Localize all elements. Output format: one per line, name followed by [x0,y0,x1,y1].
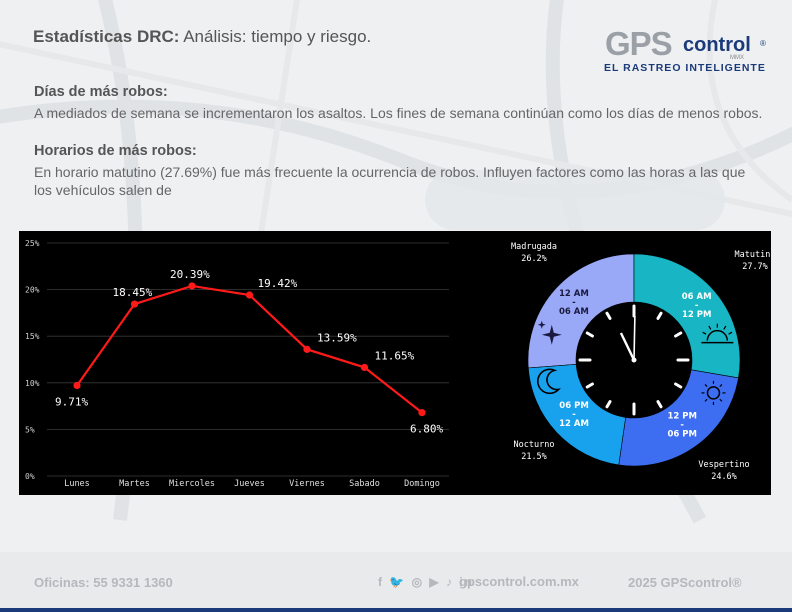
time-range-label: - [572,298,576,308]
x-tick-label: Viernes [289,479,325,489]
sun-ray [704,383,708,387]
data-label: 11.65% [375,349,415,362]
data-label: 18.45% [113,286,153,299]
social-icons[interactable]: f 🐦 ◎ ▶ ♪ in [378,575,474,589]
sun-ray [719,398,723,402]
days-text: A mediados de semana se incrementaron lo… [34,105,763,121]
hours-text: En horario matutino (27.69%) fue más fre… [34,164,746,198]
star-shape [541,324,562,345]
time-range-label: - [695,301,699,311]
clock-tick [605,400,612,409]
sun-ray [728,331,733,335]
data-point [73,381,81,390]
time-range-label: 12 PM [667,411,696,421]
y-tick-label: 10% [25,379,40,388]
clock-tick [585,331,594,338]
slice-label: Vespertino [698,460,749,470]
clock-tick [674,331,683,338]
slice-label: Nocturno [514,440,555,450]
clock-tick [656,400,663,409]
sun-ray [702,331,707,335]
data-label: 9.71% [55,396,88,409]
x-tick-label: Sabado [349,479,380,489]
time-range-label: - [572,410,576,420]
clock-tick [585,382,594,389]
series-line [76,284,423,414]
sunrise-icon [701,323,734,344]
moon-icon [537,368,561,395]
footer-offices: Oficinas: 55 9331 1360 [34,575,173,590]
time-range-label: 06 PM [559,401,588,411]
slice-label: Madrugada [511,242,557,252]
slice-label: Matutino [735,250,771,260]
sun-disc [706,386,721,400]
sun-ray [708,325,712,330]
clock-hour-hand [619,332,636,361]
y-tick-label: 5% [25,425,35,434]
data-point [360,363,369,372]
y-tick-label: 25% [25,239,40,248]
time-range-label: 12 AM [559,419,589,429]
footer-accent-line [0,608,792,612]
moon-shape [537,368,561,395]
stars-icon [537,320,562,345]
x-tick-label: Martes [119,479,150,489]
sun-ray [704,398,708,402]
sun-ray [719,383,723,387]
time-range-label: 12 AM [559,289,589,299]
slice-value-label: 26.2% [521,254,547,264]
clock-center [631,357,637,363]
clock-minute-hand [633,315,636,361]
page-title: Estadísticas DRC: Análisis: tiempo y rie… [33,27,372,46]
gpscontrol-logo: GPS control ® MMX EL RASTREO INTELIGENTE [604,25,766,74]
time-range-label: 06 PM [667,429,696,439]
footer-copyright: 2025 GPScontrol® [628,575,742,590]
line-chart: 0% 5% 10% 15% 20% 25% Lunes Martes Miercoles Juev… [25,239,449,489]
slice-value-label: 27.7% [742,262,768,272]
footer [0,552,792,608]
data-label: 19.42% [258,277,298,290]
y-tick-label: 0% [25,472,35,481]
time-range-label: 06 AM [559,307,589,317]
sun-icon [701,380,726,405]
footer-website-link[interactable]: gpscontrol.com.mx [459,574,579,589]
chart-panel: 0% 5% 10% 15% 20% 25% Lunes Martes Miercoles Juev… [19,231,771,495]
clock-tick [605,311,612,320]
data-point [188,282,196,290]
data-point [245,291,254,299]
clock-tick [656,311,663,320]
slice-value-label: 24.6% [711,472,737,482]
data-label: 20.39% [170,268,210,281]
x-tick-label: Miercoles [169,479,215,489]
hours-heading: Horarios de más robos: [34,143,197,159]
x-tick-label: Lunes [64,479,90,489]
data-label: 6.80% [410,423,443,436]
data-point [303,345,311,353]
time-range-label: 06 AM [682,292,712,302]
slice-value-label: 21.5% [521,452,547,462]
y-tick-label: 15% [25,332,40,341]
x-tick-label: Jueves [234,479,265,489]
clock-tick [674,382,683,389]
data-point [418,409,426,417]
sun-arc [706,329,729,341]
time-range-label: 12 PM [682,310,711,320]
data-label: 13.59% [317,331,357,344]
data-point [130,300,139,308]
star-shape [537,320,546,329]
days-heading: Días de más robos: [34,84,168,100]
y-tick-label: 20% [25,286,40,295]
x-tick-label: Domingo [404,479,440,489]
time-range-label: - [680,420,684,430]
sun-ray [723,325,727,330]
